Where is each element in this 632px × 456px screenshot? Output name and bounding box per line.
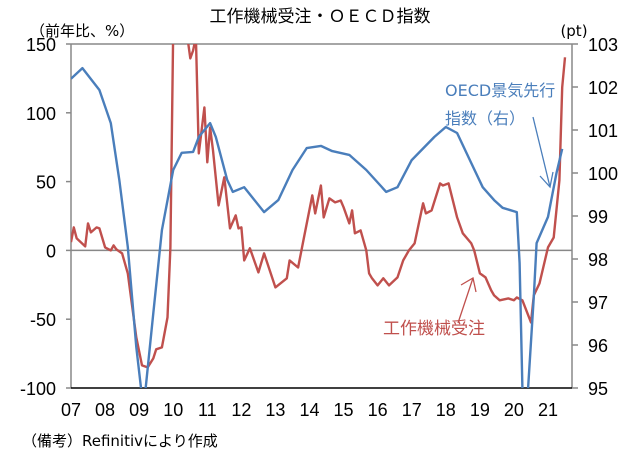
left-axis-label: （前年比、%） xyxy=(30,22,134,40)
x-tick-label: 10 xyxy=(163,400,183,420)
left-tick-label: 50 xyxy=(36,173,56,193)
x-tick-label: 14 xyxy=(299,400,319,420)
x-tick-label: 19 xyxy=(470,400,490,420)
oecd-annotation-line2: 指数（右） xyxy=(445,109,525,128)
x-tick-label: 09 xyxy=(129,400,149,420)
oecd-leading-index-line xyxy=(71,66,564,388)
x-tick-label: 13 xyxy=(265,400,285,420)
x-tick-label: 17 xyxy=(402,400,422,420)
x-tick-label: 07 xyxy=(61,400,81,420)
machine-tool-orders-line xyxy=(71,44,567,369)
left-tick-label: 100 xyxy=(26,104,56,124)
right-tick-label: 102 xyxy=(588,78,618,98)
right-tick-label: 95 xyxy=(588,379,608,399)
oecd-annotation-line1: OECD景気先行 xyxy=(445,81,555,100)
right-tick-label: 99 xyxy=(588,207,608,227)
x-tick-label: 20 xyxy=(504,400,524,420)
chart-title: 工作機械受注・ＯＥＣＤ指数 xyxy=(210,7,431,27)
x-tick-label: 08 xyxy=(95,400,115,420)
x-tick-label: 12 xyxy=(231,400,251,420)
right-tick-label: 98 xyxy=(588,250,608,270)
oecd-annotation-arrow xyxy=(532,116,554,189)
x-tick-label: 16 xyxy=(368,400,388,420)
x-tick-label: 11 xyxy=(198,400,217,420)
x-tick-label: 15 xyxy=(334,400,354,420)
right-tick-label: 97 xyxy=(588,293,608,313)
right-tick-label: 96 xyxy=(588,336,608,356)
axes: 150 100 50 0 -50 -100 103 102 101 100 99 98 97 96 95 07… xyxy=(20,35,618,420)
x-tick-label: 21 xyxy=(538,400,558,420)
left-tick-label: -100 xyxy=(20,379,56,399)
right-tick-label: 100 xyxy=(588,164,618,184)
left-tick-label: 0 xyxy=(46,241,56,261)
right-axis-label: (pt) xyxy=(560,22,587,40)
annotations: OECD景気先行 指数（右） 工作機械受注 xyxy=(383,81,555,339)
right-tick-label: 103 xyxy=(588,35,618,55)
left-tick-label: 150 xyxy=(26,35,56,55)
x-tick-label: 18 xyxy=(436,400,456,420)
machine-tool-annotation-arrow xyxy=(457,276,477,324)
series-group xyxy=(71,44,567,388)
footnote: （備考）Refinitivにより作成 xyxy=(22,432,218,450)
machine-tool-annotation: 工作機械受注 xyxy=(383,319,485,339)
left-tick-label: -50 xyxy=(30,310,56,330)
right-tick-label: 101 xyxy=(588,121,618,141)
